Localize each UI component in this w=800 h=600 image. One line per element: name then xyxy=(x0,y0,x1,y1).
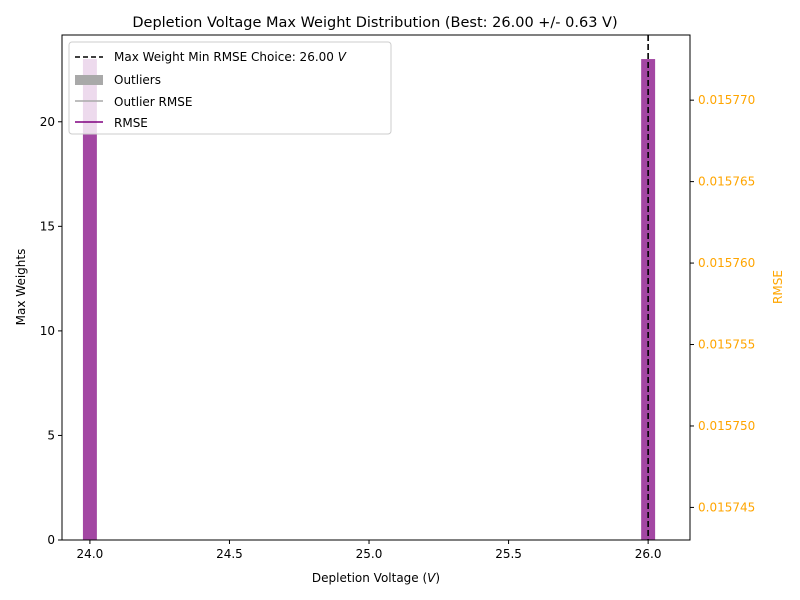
chart-title: Depletion Voltage Max Weight Distributio… xyxy=(132,15,617,31)
right-tick-label: 0.015765 xyxy=(698,175,755,189)
right-axis-ticks: 0.015745 0.015750 0.015755 0.015760 0.015765… xyxy=(690,93,755,514)
y-tick-label: 10 xyxy=(40,324,55,338)
bars-layer xyxy=(82,59,656,541)
right-axis-label: RMSE xyxy=(771,270,785,304)
right-tick-label: 0.015755 xyxy=(698,338,755,352)
legend-box xyxy=(68,41,392,135)
y-axis-ticks: 0 5 10 15 20 xyxy=(40,115,62,547)
x-tick-label: 25.5 xyxy=(495,547,522,561)
legend: Max Weight Min RMSE Choice: 26.00 V Outl… xyxy=(68,41,392,135)
right-tick-label: 0.015745 xyxy=(698,500,755,514)
x-axis-ticks: 24.0 24.5 25.0 25.5 26.0 xyxy=(77,540,662,561)
x-axis-label: Depletion Voltage (V) xyxy=(312,571,440,585)
y-tick-label: 20 xyxy=(40,115,55,129)
right-tick-label: 0.015770 xyxy=(698,93,755,107)
legend-choice-unit: V xyxy=(338,50,347,64)
legend-outliers-symbol xyxy=(75,75,103,85)
right-tick-label: 0.015760 xyxy=(698,256,755,270)
x-axis-label-unit: V xyxy=(427,571,436,585)
x-tick-label: 24.5 xyxy=(216,547,243,561)
x-axis-label-text: Depletion Voltage ( xyxy=(312,571,427,585)
y-axis-label: Max Weights xyxy=(14,249,28,326)
x-tick-label: 24.0 xyxy=(77,547,104,561)
plot-frame xyxy=(61,34,691,541)
legend-outliers-label: Outliers xyxy=(114,73,161,87)
legend-choice-text: Max Weight Min RMSE Choice: 26.00 xyxy=(114,50,338,64)
right-tick-label: 0.015750 xyxy=(698,419,755,433)
x-tick-label: 25.0 xyxy=(356,547,383,561)
y-tick-label: 15 xyxy=(40,219,55,233)
legend-rmse-label: RMSE xyxy=(114,116,148,130)
x-tick-label: 26.0 xyxy=(635,547,662,561)
bar-0 xyxy=(82,59,97,541)
legend-choice-label: Max Weight Min RMSE Choice: 26.00 V xyxy=(114,50,347,64)
legend-outlier-rmse-label: Outlier RMSE xyxy=(114,95,192,109)
x-axis-label-close: ) xyxy=(435,571,440,585)
y-tick-label: 0 xyxy=(47,533,55,547)
y-tick-label: 5 xyxy=(47,428,55,442)
